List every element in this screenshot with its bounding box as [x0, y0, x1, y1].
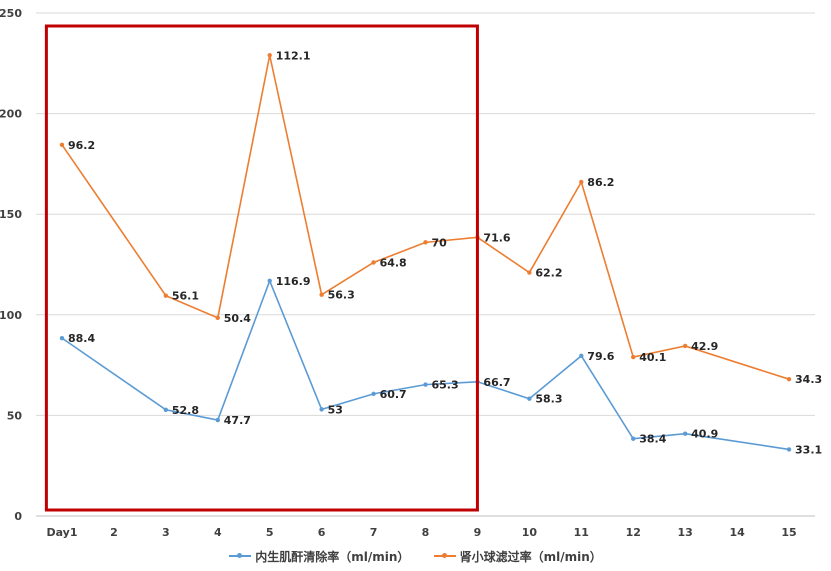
data-label: 42.9 [691, 340, 718, 353]
data-label: 64.8 [380, 256, 407, 269]
y-tick-label: 100 [0, 309, 22, 322]
data-point [59, 142, 65, 147]
data-point [786, 447, 792, 452]
data-label: 65.3 [432, 379, 459, 392]
data-label: 112.1 [276, 49, 311, 62]
data-label: 56.1 [172, 290, 199, 303]
data-label: 60.7 [380, 388, 407, 401]
data-label: 70 [432, 236, 448, 249]
data-point [631, 354, 636, 360]
data-label: 56.3 [328, 289, 355, 302]
x-tick-label: 5 [266, 526, 274, 539]
data-point [579, 179, 584, 185]
data-point [267, 278, 272, 283]
data-point [682, 431, 688, 436]
data-label: 88.4 [68, 332, 95, 345]
x-tick-label: 15 [781, 526, 796, 539]
legend-swatch [433, 553, 456, 558]
series-line-0 [61, 278, 790, 451]
x-tick-label: 2 [110, 526, 118, 539]
data-label: 40.9 [691, 428, 718, 441]
data-point [527, 270, 532, 275]
data-point [215, 315, 220, 321]
x-tick-label: 11 [574, 526, 589, 539]
data-label: 62.2 [535, 267, 562, 280]
data-label: 34.3 [795, 373, 822, 386]
legend-dot [237, 553, 243, 558]
data-label: 58.3 [535, 393, 562, 406]
legend-label: 内生肌酐清除率（ml/min） [255, 549, 410, 564]
axes: 0 50 100 150 200 250 Day1 2 3 4 5 6 7 8 9 10 11 12 13 14 15 [0, 7, 815, 539]
y-tick-label: 50 [7, 409, 23, 422]
x-tick-label: 13 [678, 526, 693, 539]
x-tick-label: 4 [214, 526, 222, 539]
data-point [319, 292, 324, 297]
data-point [631, 436, 636, 441]
data-label: 53 [328, 403, 343, 416]
data-point [682, 343, 688, 349]
data-label: 40.1 [639, 351, 666, 364]
data-label: 116.9 [276, 275, 311, 288]
gridlines [36, 12, 815, 416]
x-tick-label: 7 [370, 526, 378, 539]
data-point [59, 335, 65, 341]
data-point [423, 382, 428, 387]
data-label: 38.4 [639, 433, 666, 446]
data-point [423, 240, 428, 245]
x-tick-label: 12 [626, 526, 641, 539]
data-point [215, 417, 220, 423]
series-line-1 [61, 55, 790, 380]
data-point [527, 396, 532, 401]
data-point [786, 376, 792, 382]
x-tick-label: 9 [474, 526, 482, 539]
data-label: 96.2 [68, 139, 95, 152]
x-tick-label: 14 [729, 526, 745, 539]
legend: 内生肌酐清除率（ml/min） 肾小球滤过率（ml/min） [0, 546, 831, 565]
data-label: 50.4 [224, 312, 251, 325]
x-tick-label: Day1 [46, 526, 77, 539]
legend-item-creatinine-clearance: 内生肌酐清除率（ml/min） [229, 548, 409, 565]
data-label: 47.7 [224, 414, 251, 427]
data-label: 52.8 [172, 404, 199, 417]
legend-item-gfr: 肾小球滤过率（ml/min） [433, 548, 602, 565]
legend-label: 肾小球滤过率（ml/min） [459, 549, 602, 564]
highlight-box [44, 24, 479, 512]
data-point [371, 391, 376, 397]
data-point [319, 407, 324, 412]
x-tick-label: 10 [522, 526, 538, 539]
legend-dot [441, 553, 447, 558]
x-tick-label: 8 [422, 526, 430, 539]
data-label: 71.6 [483, 231, 510, 244]
series [59, 53, 792, 452]
data-label: 66.7 [483, 376, 510, 389]
data-labels: 88.4 52.8 47.7 116.9 53 60.7 65.3 66.7 58.3 79.6 3… [68, 49, 822, 456]
data-point [163, 407, 169, 412]
y-tick-label: 150 [0, 208, 22, 221]
y-tick-label: 250 [0, 7, 22, 20]
data-label: 86.2 [587, 176, 614, 189]
x-tick-label: 6 [318, 526, 326, 539]
data-point [579, 353, 584, 359]
data-label: 79.6 [587, 350, 614, 363]
x-tick-label: 3 [162, 526, 170, 539]
y-tick-label: 0 [14, 510, 22, 523]
data-point [371, 260, 376, 265]
y-tick-label: 200 [0, 108, 22, 121]
data-point [267, 53, 272, 58]
data-point [163, 293, 169, 298]
legend-swatch [229, 553, 252, 558]
data-label: 33.1 [795, 443, 822, 456]
